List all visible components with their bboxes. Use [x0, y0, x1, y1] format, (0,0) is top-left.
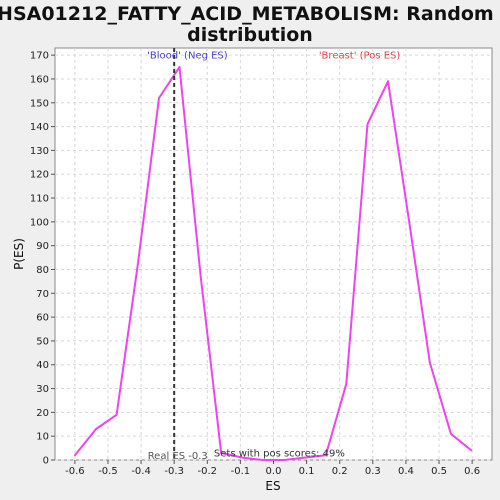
es-data-point: [387, 80, 389, 83]
grid-lines: [55, 48, 492, 461]
x-tick-label: 0.6: [464, 466, 480, 477]
y-tick-label: 170: [30, 51, 49, 62]
es-data-point: [95, 428, 97, 430]
x-tick-label: -0.5: [98, 466, 118, 477]
x-tick-label: -0.3: [164, 466, 184, 477]
x-tick-label: -0.2: [198, 466, 218, 477]
es-data-point: [262, 459, 264, 461]
x-tick-label: -0.4: [131, 466, 151, 477]
es-data-point: [428, 361, 431, 364]
x-tick-label: -0.1: [231, 466, 251, 477]
y-tick-label: 10: [36, 432, 49, 443]
y-tick-label: 120: [30, 170, 49, 181]
pos-es-label: 'Breast' (Pos ES): [319, 51, 401, 62]
real-es-label: Real ES -0.3: [148, 451, 208, 462]
series-layer: [73, 66, 473, 461]
x-tick-label: 0.1: [299, 466, 315, 477]
es-data-point: [158, 97, 160, 99]
es-data-point: [136, 263, 139, 266]
y-tick-label: 40: [36, 360, 49, 371]
es-data-point: [241, 456, 244, 459]
es-data-point: [220, 451, 223, 454]
es-data-point: [450, 432, 452, 435]
y-tick-label: 60: [36, 313, 49, 324]
es-data-point: [408, 220, 411, 223]
es-data-point: [178, 66, 181, 68]
y-tick-label: 0: [43, 456, 49, 467]
y-tick-label: 160: [30, 74, 49, 85]
x-tick-label: 0.4: [398, 466, 414, 477]
y-tick-label: 50: [36, 336, 49, 347]
y-tick-label: 80: [36, 265, 49, 276]
y-axis-label: P(ES): [12, 238, 26, 270]
axes: 0 10 20 30 40 50 60 70 80 90 100 110 120 130 140 150 160…: [30, 51, 480, 477]
chart-title-line-2: distribution: [187, 24, 313, 46]
x-tick-label: -0.6: [65, 466, 85, 477]
es-data-point: [470, 449, 473, 452]
x-axis-label: ES: [265, 479, 280, 493]
annotations: 'Blood' (Neg ES) 'Breast' (Pos ES) Real …: [147, 48, 400, 462]
pos-score-percentage-label: Sets with pos scores: 49%: [214, 448, 345, 459]
y-tick-label: 110: [30, 194, 49, 205]
y-tick-label: 20: [36, 408, 49, 419]
es-data-point: [115, 413, 118, 416]
es-data-point: [73, 454, 76, 457]
es-data-point: [199, 275, 202, 278]
y-tick-label: 70: [36, 289, 49, 300]
es-distribution-series-line: [74, 66, 473, 461]
x-tick-label: 0.0: [266, 466, 282, 477]
es-data-point: [283, 459, 285, 461]
es-data-point: [345, 382, 348, 385]
es-data-point: [324, 454, 327, 457]
es-data-point: [303, 456, 306, 459]
x-tick-label: 0.5: [431, 466, 447, 477]
y-tick-label: 100: [30, 217, 49, 228]
es-data-point: [366, 123, 369, 126]
y-tick-label: 150: [30, 98, 49, 109]
y-tick-label: 30: [36, 384, 49, 395]
neg-es-label: 'Blood' (Neg ES): [147, 51, 228, 62]
x-tick-label: 0.2: [332, 466, 348, 477]
y-tick-label: 90: [36, 241, 49, 252]
chart-title-line-1: HSA01212_FATTY_ACID_METABOLISM: Random E…: [0, 3, 500, 25]
x-tick-label: 0.3: [365, 466, 381, 477]
y-tick-label: 130: [30, 146, 49, 157]
y-tick-label: 140: [30, 122, 49, 133]
